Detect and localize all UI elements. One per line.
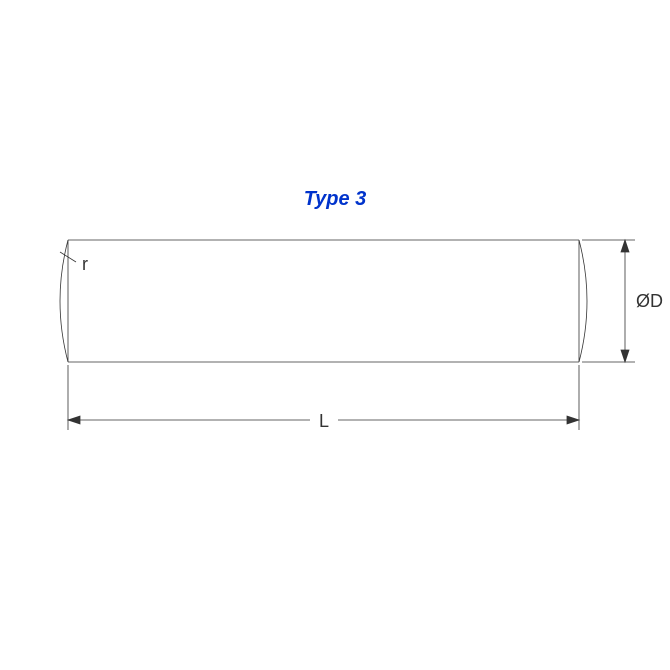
radius-label: r bbox=[82, 254, 88, 274]
pin-diagram: r L ØD bbox=[0, 0, 670, 670]
diameter-label: ØD bbox=[636, 291, 663, 311]
pin-outline bbox=[60, 240, 587, 362]
diameter-dimension bbox=[582, 240, 635, 362]
length-label: L bbox=[319, 411, 329, 431]
